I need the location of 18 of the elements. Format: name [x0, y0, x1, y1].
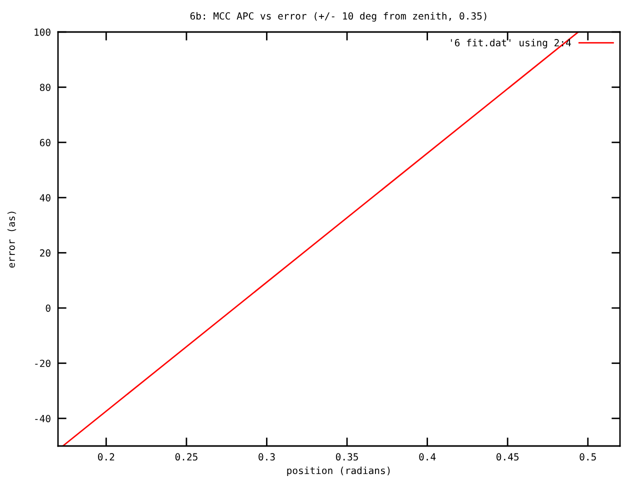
y-axis-title: error (as) — [7, 212, 16, 268]
x-axis-title: position (radians) — [287, 466, 390, 476]
x-tick-label: 0.5 — [580, 453, 596, 461]
y-tick-label: 60 — [40, 138, 50, 146]
chart-title: 6b: MCC APC vs error (+/- 10 deg from zenith, 0.35) — [190, 12, 486, 22]
y-tick-label: 80 — [40, 84, 50, 92]
y-tick-label: -20 — [35, 360, 50, 368]
y-tick-label: 0 — [46, 304, 50, 312]
x-tick-label: 0.2 — [98, 453, 114, 461]
y-tick-label: 40 — [40, 194, 50, 202]
x-tick-label: 0.3 — [258, 453, 275, 461]
x-tick-label: 0.4 — [419, 453, 436, 461]
y-tick-label: 100 — [34, 28, 50, 36]
x-tick-label: 0.45 — [496, 453, 519, 461]
x-tick-label: 0.25 — [175, 453, 198, 461]
y-tick-label: 20 — [40, 249, 50, 257]
x-tick-label: 0.35 — [336, 453, 358, 461]
y-tick-label: -40 — [35, 414, 50, 422]
